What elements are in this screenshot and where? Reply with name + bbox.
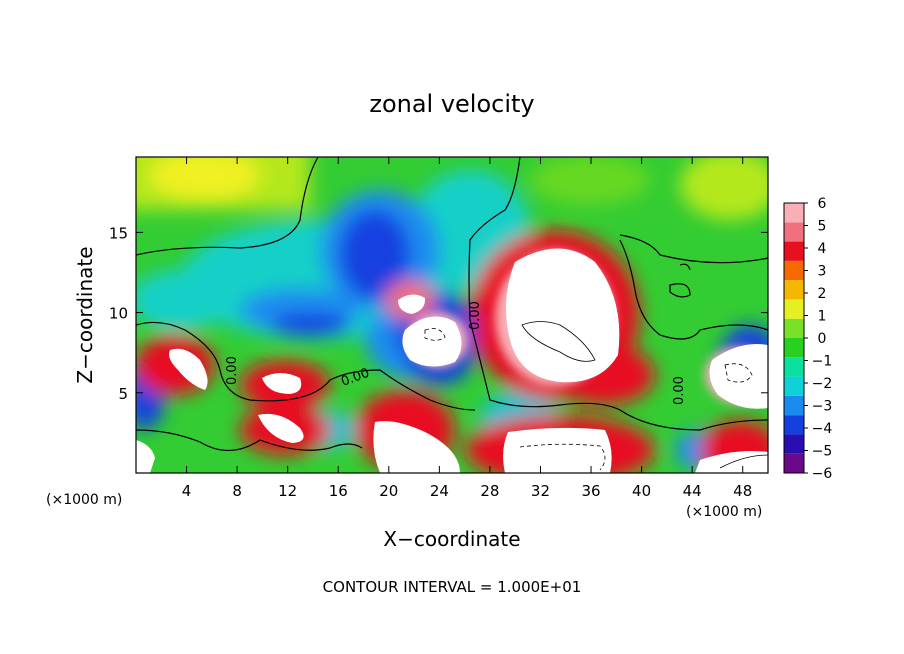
contour-line [724,363,753,383]
contour-line [669,283,691,298]
colorbar: 6 5 4 3 2 1 0 −1 −2 −3 −4 −5 −6 [783,196,833,482]
contour-line [136,321,476,411]
x-tick-label: 44 [683,482,702,500]
x-tick-label: 36 [581,482,600,500]
colorbar-swatch [784,299,804,319]
contour-line [719,454,768,469]
colorbar-swatch [784,415,804,435]
x-axis: 4 8 12 16 20 24 28 32 36 40 44 48 [182,157,752,500]
y-tick-label: 15 [109,224,128,242]
zero-contours [136,157,768,452]
colorbar-tick-label: 1 [818,309,827,325]
x-tick-label: 16 [329,482,348,500]
core-right [709,344,768,409]
x-tick-label: 28 [480,482,499,500]
x-tick-label: 4 [182,482,192,500]
chart-title: zonal velocity [369,90,534,118]
colorbar-swatch [784,280,804,300]
x-tick-label: 20 [379,482,398,500]
colorbar-tick-label: 6 [818,196,827,212]
core-bottom-right [695,451,768,473]
colorbar-tick-label: −4 [812,421,833,437]
contour-line [424,328,446,341]
x-tick-label: 24 [430,482,449,500]
colorbar-tick-label: 2 [818,286,827,302]
colorbar-tick-label: 3 [818,264,827,280]
x-tick-label: 40 [632,482,651,500]
colorbar-tick-label: −5 [812,444,833,460]
contour-line [468,157,768,431]
colorbar-swatch [784,376,804,396]
core-mid-low [373,421,460,473]
colorbar-tick-label: 0 [818,331,827,347]
heatmap-field: 0.00 0.00 0.00 0.00 [136,157,768,473]
contour-line [619,239,768,340]
colorbar-swatch [784,222,804,242]
colorbar-tick-label: −3 [812,399,833,415]
x-tick-label: 32 [531,482,550,500]
x-axis-label: X−coordinate [383,527,520,551]
contour-label: 0.00 [672,376,687,405]
colorbar-swatch [784,338,804,358]
colorbar-swatch [784,357,804,377]
contour-interval-note: CONTOUR INTERVAL = 1.000E+01 [323,578,582,596]
colorbar-swatch [784,318,804,338]
plot-frame [135,156,769,474]
contour-line [679,263,691,271]
core-small-top [398,294,426,314]
contour-label: 0.00 [225,356,240,385]
colorbar-swatch [784,241,804,261]
colorbar-swatch [784,203,804,223]
y-axis: 5 10 15 [109,224,768,403]
colorbar-tick-label: −6 [812,466,833,482]
core-bottom [503,427,612,473]
colorbar-swatch [784,434,804,454]
colorbar-swatch [784,453,804,473]
core-center [402,316,462,367]
x-axis-unit-right: (×1000 m) [686,504,762,520]
core-left-low [258,413,304,443]
contour-label: 0.00 [468,301,483,330]
colorbar-tick-label: −2 [812,376,833,392]
contour-line [136,157,319,256]
x-tick-label: 48 [733,482,752,500]
contour-line [619,234,768,264]
core-left-mid [262,373,302,394]
core-left-upper [169,348,208,390]
positive-contours [424,321,768,471]
colorbar-tick-label: −1 [812,354,833,370]
y-axis-label: Z−coordinate [73,246,97,383]
colorbar-tick-label: 5 [818,219,827,235]
x-tick-label: 12 [278,482,297,500]
colorbar-swatch [784,260,804,281]
contour-line [521,321,596,362]
colorbar-swatch [784,395,804,416]
colorbar-tick-label: 4 [818,241,827,257]
core-bottom-left [136,440,155,473]
contour-line [136,429,363,452]
contour-line [519,443,606,471]
x-tick-label: 8 [232,482,242,500]
y-tick-label: 5 [118,385,128,403]
x-axis-unit-left: (×1000 m) [46,492,122,508]
y-tick-label: 10 [109,305,128,323]
core-large [506,248,620,383]
